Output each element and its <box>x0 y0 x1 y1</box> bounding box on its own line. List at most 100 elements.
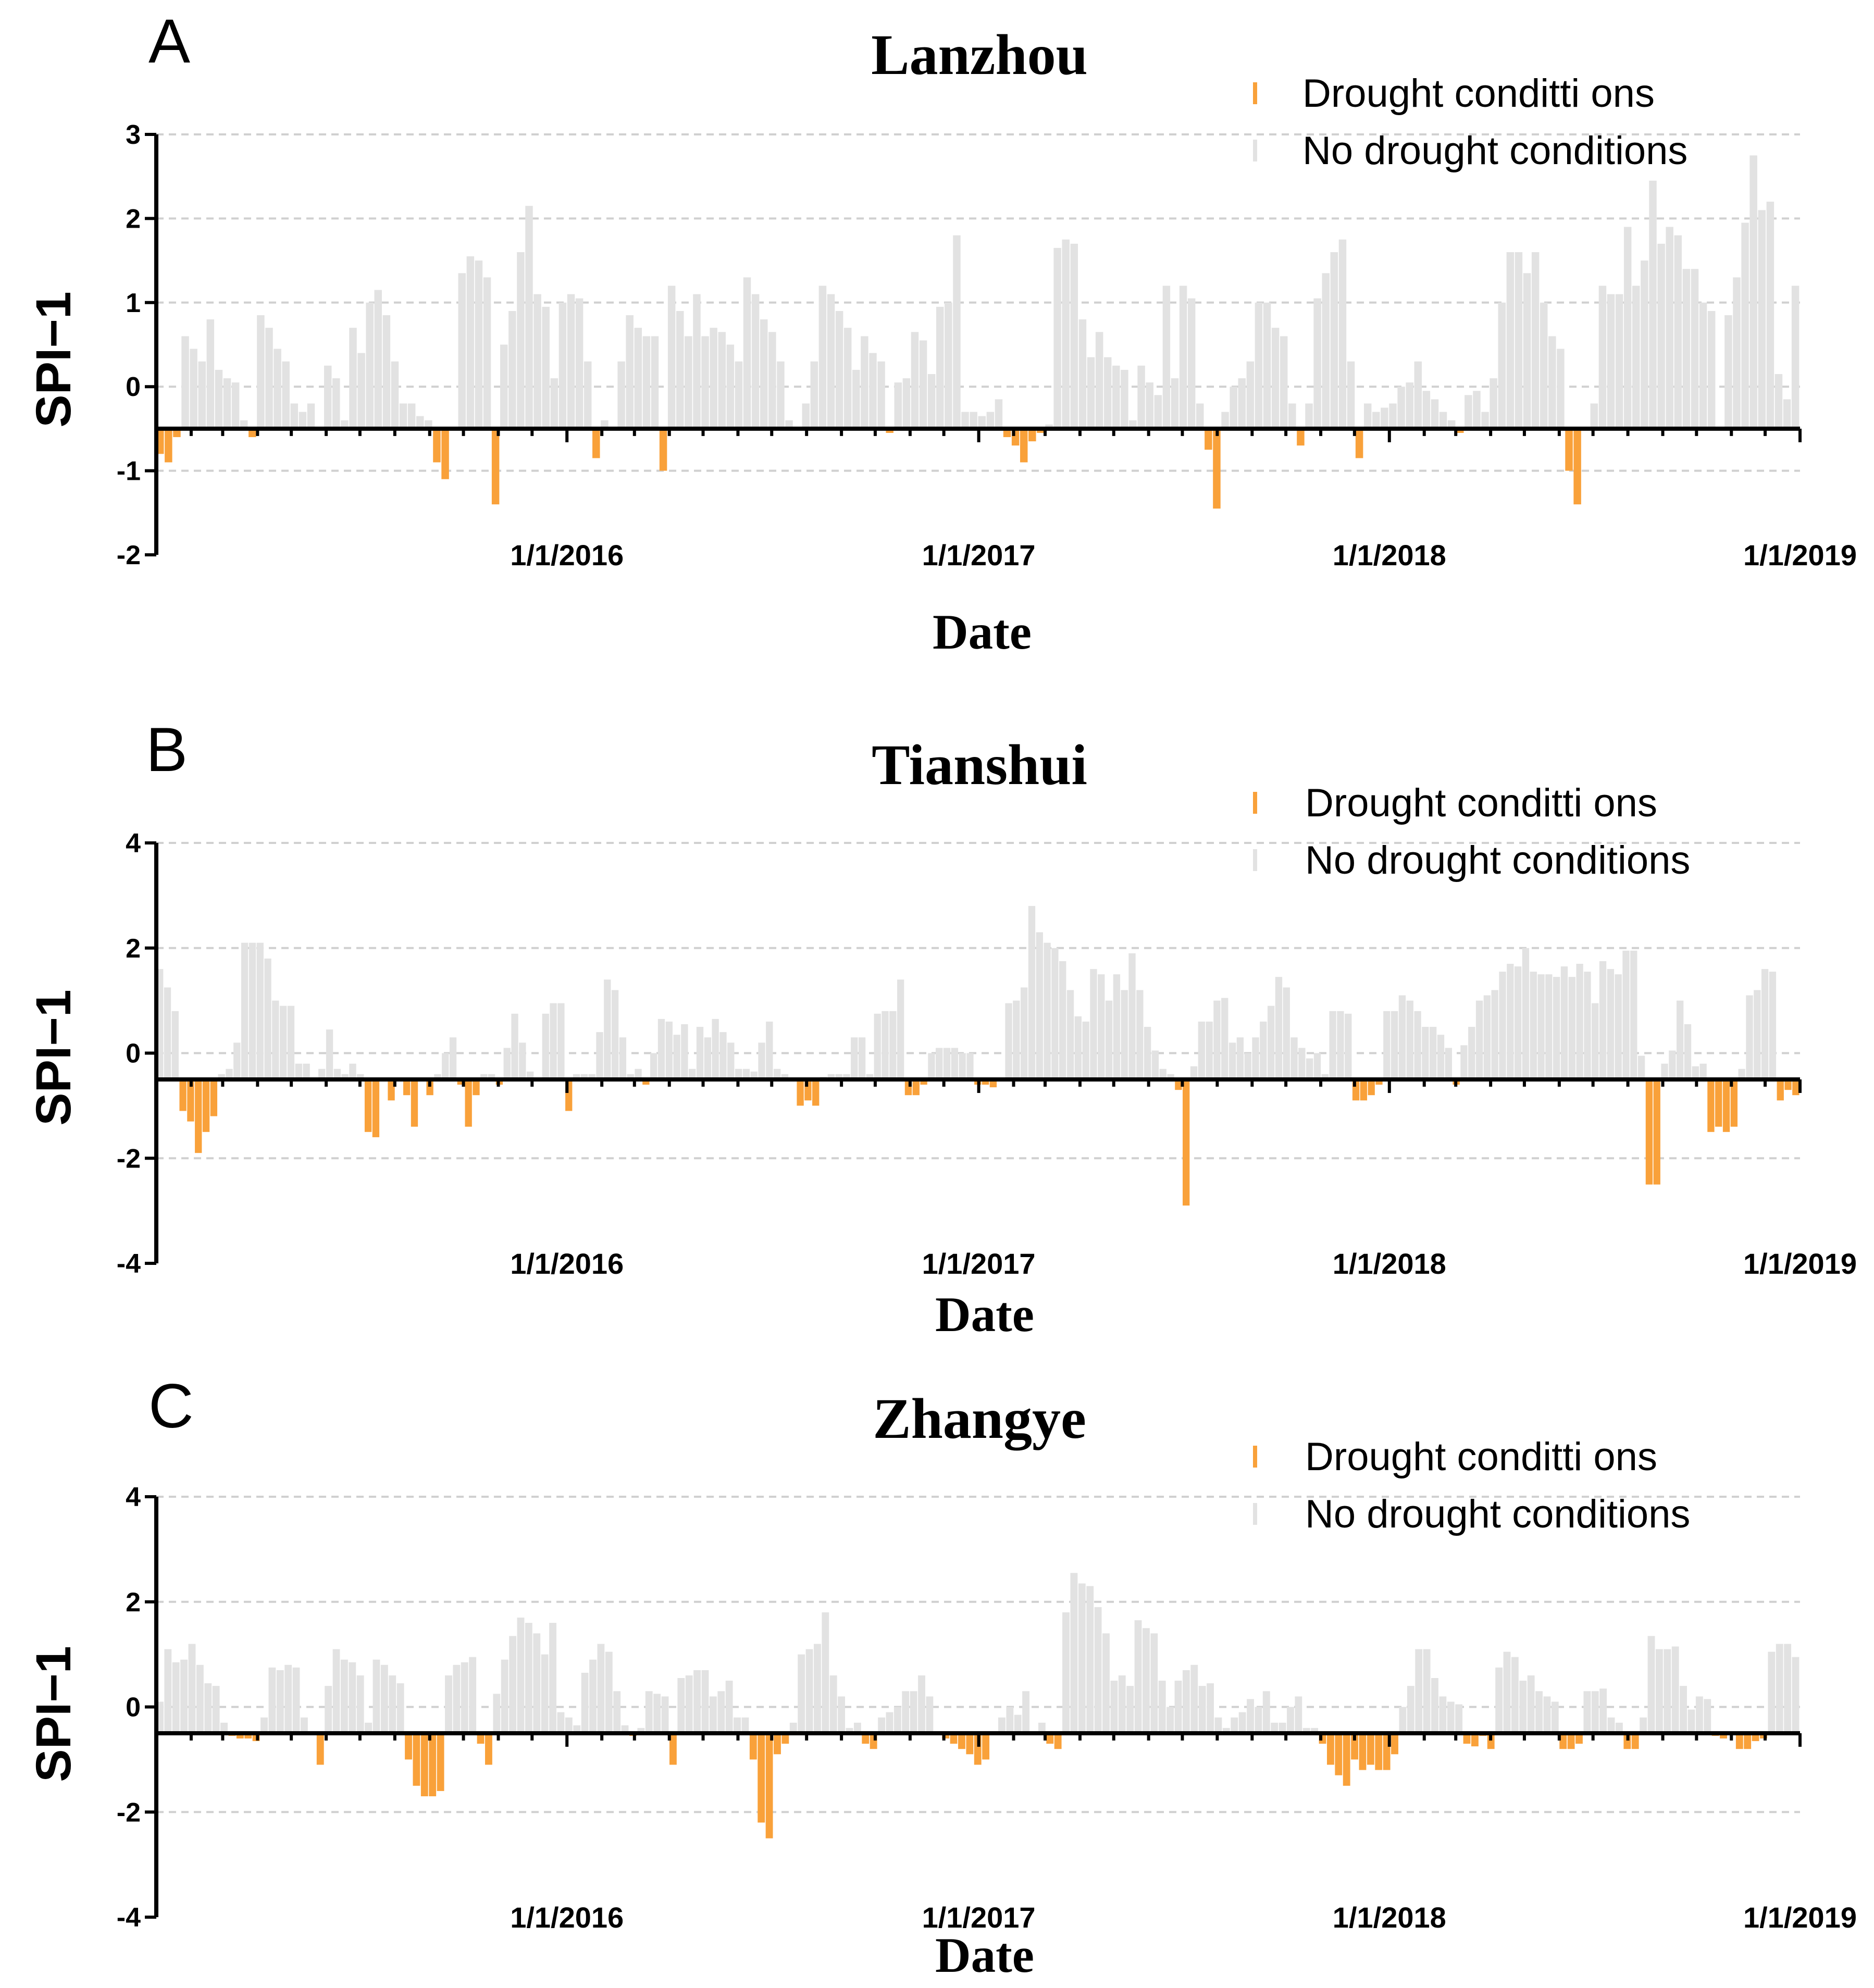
bar-no-drought <box>902 1691 910 1733</box>
bar-no-drought <box>396 1683 404 1733</box>
bar-no-drought <box>1545 974 1553 1079</box>
bar-no-drought <box>357 1074 364 1079</box>
bar-no-drought <box>1515 252 1523 429</box>
bar-no-drought <box>1221 412 1229 429</box>
bar-no-drought <box>391 361 399 429</box>
bar-no-drought <box>1271 1722 1279 1733</box>
bar-no-drought <box>1086 1586 1094 1733</box>
bar-no-drought <box>1330 252 1338 429</box>
bar-no-drought <box>1126 1686 1134 1733</box>
bar-no-drought <box>509 1636 517 1733</box>
bar-no-drought <box>835 1074 842 1079</box>
bar-no-drought <box>1206 1021 1213 1079</box>
bar-no-drought <box>1078 1583 1086 1733</box>
bar-drought <box>592 428 600 458</box>
bar-no-drought <box>295 1063 302 1079</box>
bar-no-drought <box>1437 1035 1445 1079</box>
bar-no-drought <box>886 1712 893 1733</box>
y-tick-label: 2 <box>126 1587 141 1618</box>
bar-no-drought <box>902 378 911 429</box>
bar-no-drought <box>685 336 692 429</box>
bar-no-drought <box>1174 1681 1182 1733</box>
bar-no-drought <box>798 1654 805 1733</box>
panel-letter: B <box>146 715 188 785</box>
bar-no-drought <box>1066 990 1074 1079</box>
panel-letter: A <box>148 6 190 76</box>
bar-no-drought <box>407 403 416 429</box>
bar-no-drought <box>416 416 424 429</box>
bar-no-drought <box>1329 1011 1336 1079</box>
bar-no-drought <box>743 277 751 429</box>
bar-no-drought <box>1699 302 1707 429</box>
bar-no-drought <box>627 1074 634 1079</box>
bar-no-drought <box>1136 990 1144 1079</box>
bar-drought <box>411 1079 418 1127</box>
bar-no-drought <box>1491 990 1498 1079</box>
bar-no-drought <box>488 1074 495 1079</box>
bar-drought <box>1037 428 1045 433</box>
bar-no-drought <box>1260 1021 1267 1079</box>
bar-no-drought <box>218 1074 225 1079</box>
bar-no-drought <box>696 1027 704 1079</box>
bar-drought <box>1343 1733 1350 1786</box>
bar-no-drought <box>1313 298 1321 429</box>
bar-no-drought <box>1768 1651 1776 1733</box>
bar-drought <box>1359 1733 1367 1770</box>
bar-drought <box>413 1733 420 1786</box>
bar-no-drought <box>1543 1696 1551 1733</box>
bar-drought <box>1175 1079 1182 1090</box>
bar-no-drought <box>1381 407 1388 429</box>
bar-no-drought <box>290 403 299 429</box>
bar-no-drought <box>272 1000 279 1079</box>
bar-no-drought <box>1305 403 1313 429</box>
bar-no-drought <box>1103 357 1112 429</box>
bar-no-drought <box>181 336 189 429</box>
bar-no-drought <box>349 328 357 429</box>
bar-no-drought <box>1399 1707 1407 1733</box>
bar-drought <box>942 1733 950 1739</box>
bar-no-drought <box>1664 1649 1671 1733</box>
bar-no-drought <box>704 1037 711 1079</box>
bar-no-drought <box>559 302 567 429</box>
bar-no-drought <box>171 1011 179 1079</box>
bar-no-drought <box>1022 1691 1029 1733</box>
bar-no-drought <box>249 942 256 1079</box>
bar-no-drought <box>1498 302 1506 429</box>
bar-no-drought <box>1687 1709 1695 1733</box>
bar-no-drought <box>894 382 902 429</box>
x-tick-label: 1/1/2016 <box>510 539 624 571</box>
bar-no-drought <box>541 1654 549 1733</box>
bar-no-drought <box>1431 1678 1438 1733</box>
bar-no-drought <box>1166 1707 1174 1733</box>
bar-no-drought <box>365 1722 372 1733</box>
bar-no-drought <box>717 1691 725 1733</box>
bar-drought <box>1722 1079 1730 1132</box>
bar-drought <box>1707 1079 1715 1132</box>
bar-no-drought <box>1275 977 1283 1079</box>
bar-no-drought <box>853 1722 861 1733</box>
bar-drought <box>179 1079 187 1111</box>
bar-no-drought <box>1630 950 1637 1079</box>
bar-no-drought <box>877 361 885 429</box>
bar-drought <box>1391 1733 1398 1755</box>
bar-no-drought <box>1121 369 1128 429</box>
bar-no-drought <box>613 1691 621 1733</box>
bar-no-drought <box>1447 420 1456 429</box>
x-axis-title: Date <box>935 1928 1034 1983</box>
bar-no-drought <box>1481 412 1489 429</box>
bar-no-drought <box>1179 285 1187 429</box>
bar-no-drought <box>1167 1074 1174 1079</box>
bar-no-drought <box>333 1068 341 1079</box>
bar-no-drought <box>480 1074 488 1079</box>
bar-drought <box>1792 1079 1799 1096</box>
bar-no-drought <box>1062 239 1070 429</box>
bar-drought <box>982 1079 989 1085</box>
x-axis-title: Date <box>933 604 1032 660</box>
bar-no-drought <box>1038 1722 1046 1733</box>
bar-no-drought <box>356 1675 364 1733</box>
bar-no-drought <box>1460 1045 1468 1079</box>
bar-no-drought <box>274 349 281 429</box>
bar-no-drought <box>1311 1728 1319 1733</box>
bar-no-drought <box>164 1649 172 1733</box>
bar-no-drought <box>256 942 264 1079</box>
